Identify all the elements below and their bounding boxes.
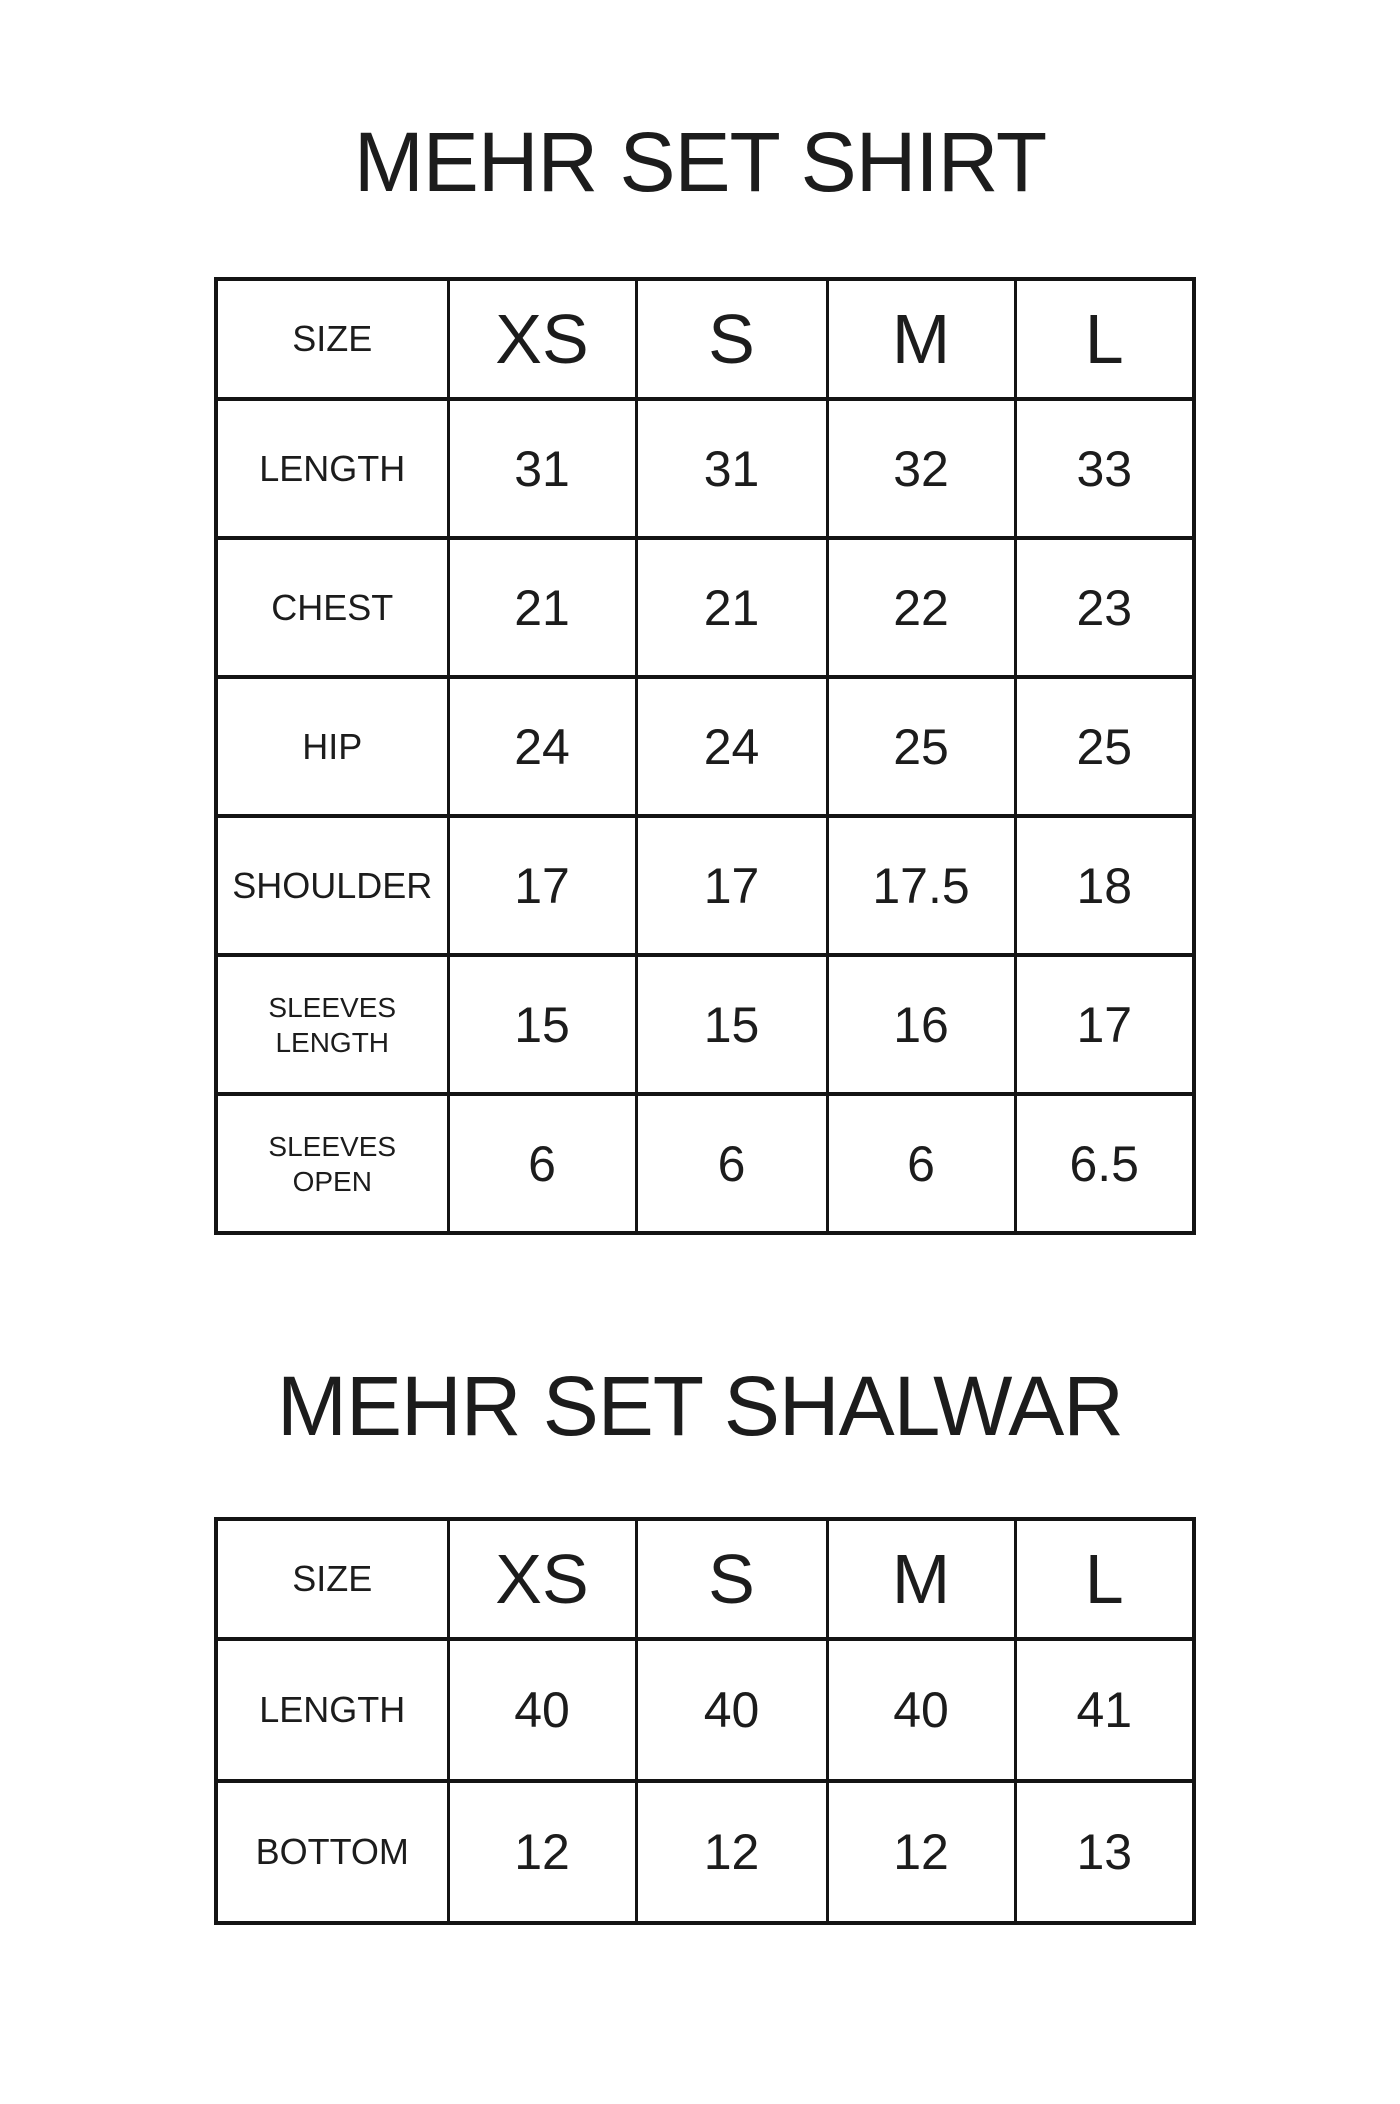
measurement-value-cell: 6	[446, 1092, 638, 1235]
table-row-shoulder: SHOULDER 17 17 17.5 18	[214, 814, 1196, 957]
measurement-value-cell: 12	[825, 1779, 1017, 1925]
table-row-chest: CHEST 21 21 22 23	[214, 536, 1196, 679]
measurement-label-cell: SLEEVES LENGTH	[214, 953, 450, 1096]
measurement-value-cell: 6	[825, 1092, 1017, 1235]
size-header-cell: XS	[446, 277, 638, 401]
measurement-value-cell: 40	[825, 1637, 1017, 1783]
table-row-hip: HIP 24 24 25 25	[214, 675, 1196, 818]
size-header-cell: M	[825, 277, 1017, 401]
measurement-value-cell: 31	[446, 397, 638, 540]
measurement-value-cell: 16	[825, 953, 1017, 1096]
size-header-cell: M	[825, 1517, 1017, 1641]
measurement-value-cell: 24	[634, 675, 829, 818]
measurement-value-cell: 25	[825, 675, 1017, 818]
measurement-label-cell: LENGTH	[214, 1637, 450, 1783]
shalwar-size-table: SIZE XS S M L LENGTH 40 40 40 41 BOTTOM …	[214, 1517, 1196, 1925]
measurement-value-cell: 17	[446, 814, 638, 957]
measurement-value-cell: 31	[634, 397, 829, 540]
size-header-cell: L	[1013, 1517, 1196, 1641]
size-header-cell: L	[1013, 277, 1196, 401]
measurement-label-cell: LENGTH	[214, 397, 450, 540]
table-row-sleeves-open: SLEEVES OPEN 6 6 6 6.5	[214, 1092, 1196, 1235]
measurement-label-cell: BOTTOM	[214, 1779, 450, 1925]
measurement-value-cell: 32	[825, 397, 1017, 540]
measurement-value-cell: 40	[446, 1637, 638, 1783]
size-header-cell: S	[634, 1517, 829, 1641]
measurement-value-cell: 22	[825, 536, 1017, 679]
measurement-label-cell: CHEST	[214, 536, 450, 679]
measurement-value-cell: 17	[1013, 953, 1196, 1096]
measurement-value-cell: 6	[634, 1092, 829, 1235]
measurement-value-cell: 6.5	[1013, 1092, 1196, 1235]
measurement-value-cell: 41	[1013, 1637, 1196, 1783]
shalwar-header-row: SIZE XS S M L	[214, 1517, 1196, 1641]
measurement-value-cell: 13	[1013, 1779, 1196, 1925]
measurement-value-cell: 40	[634, 1637, 829, 1783]
size-header-cell: S	[634, 277, 829, 401]
measurement-value-cell: 15	[446, 953, 638, 1096]
measurement-value-cell: 25	[1013, 675, 1196, 818]
table-row-length: LENGTH 40 40 40 41	[214, 1637, 1196, 1783]
measurement-label-cell: SHOULDER	[214, 814, 450, 957]
measurement-value-cell: 21	[446, 536, 638, 679]
measurement-value-cell: 33	[1013, 397, 1196, 540]
measurement-value-cell: 15	[634, 953, 829, 1096]
table-row-length: LENGTH 31 31 32 33	[214, 397, 1196, 540]
measurement-value-cell: 17	[634, 814, 829, 957]
measurement-value-cell: 17.5	[825, 814, 1017, 957]
measurement-label-cell: HIP	[214, 675, 450, 818]
shirt-chart-title: MEHR SET SHIRT	[353, 115, 1047, 209]
shalwar-chart-title: MEHR SET SHALWAR	[277, 1359, 1124, 1453]
size-header-cell: XS	[446, 1517, 638, 1641]
table-row-sleeves-length: SLEEVES LENGTH 15 15 16 17	[214, 953, 1196, 1096]
measurement-value-cell: 24	[446, 675, 638, 818]
shirt-header-row: SIZE XS S M L	[214, 277, 1196, 401]
shirt-size-table: SIZE XS S M L LENGTH 31 31 32 33 CHEST 2…	[214, 277, 1196, 1235]
measurement-value-cell: 12	[446, 1779, 638, 1925]
measurement-value-cell: 23	[1013, 536, 1196, 679]
table-row-bottom: BOTTOM 12 12 12 13	[214, 1779, 1196, 1925]
measurement-label-cell: SLEEVES OPEN	[214, 1092, 450, 1235]
measurement-value-cell: 18	[1013, 814, 1196, 957]
size-header-label-cell: SIZE	[214, 277, 450, 401]
size-header-label-cell: SIZE	[214, 1517, 450, 1641]
measurement-value-cell: 21	[634, 536, 829, 679]
measurement-value-cell: 12	[634, 1779, 829, 1925]
